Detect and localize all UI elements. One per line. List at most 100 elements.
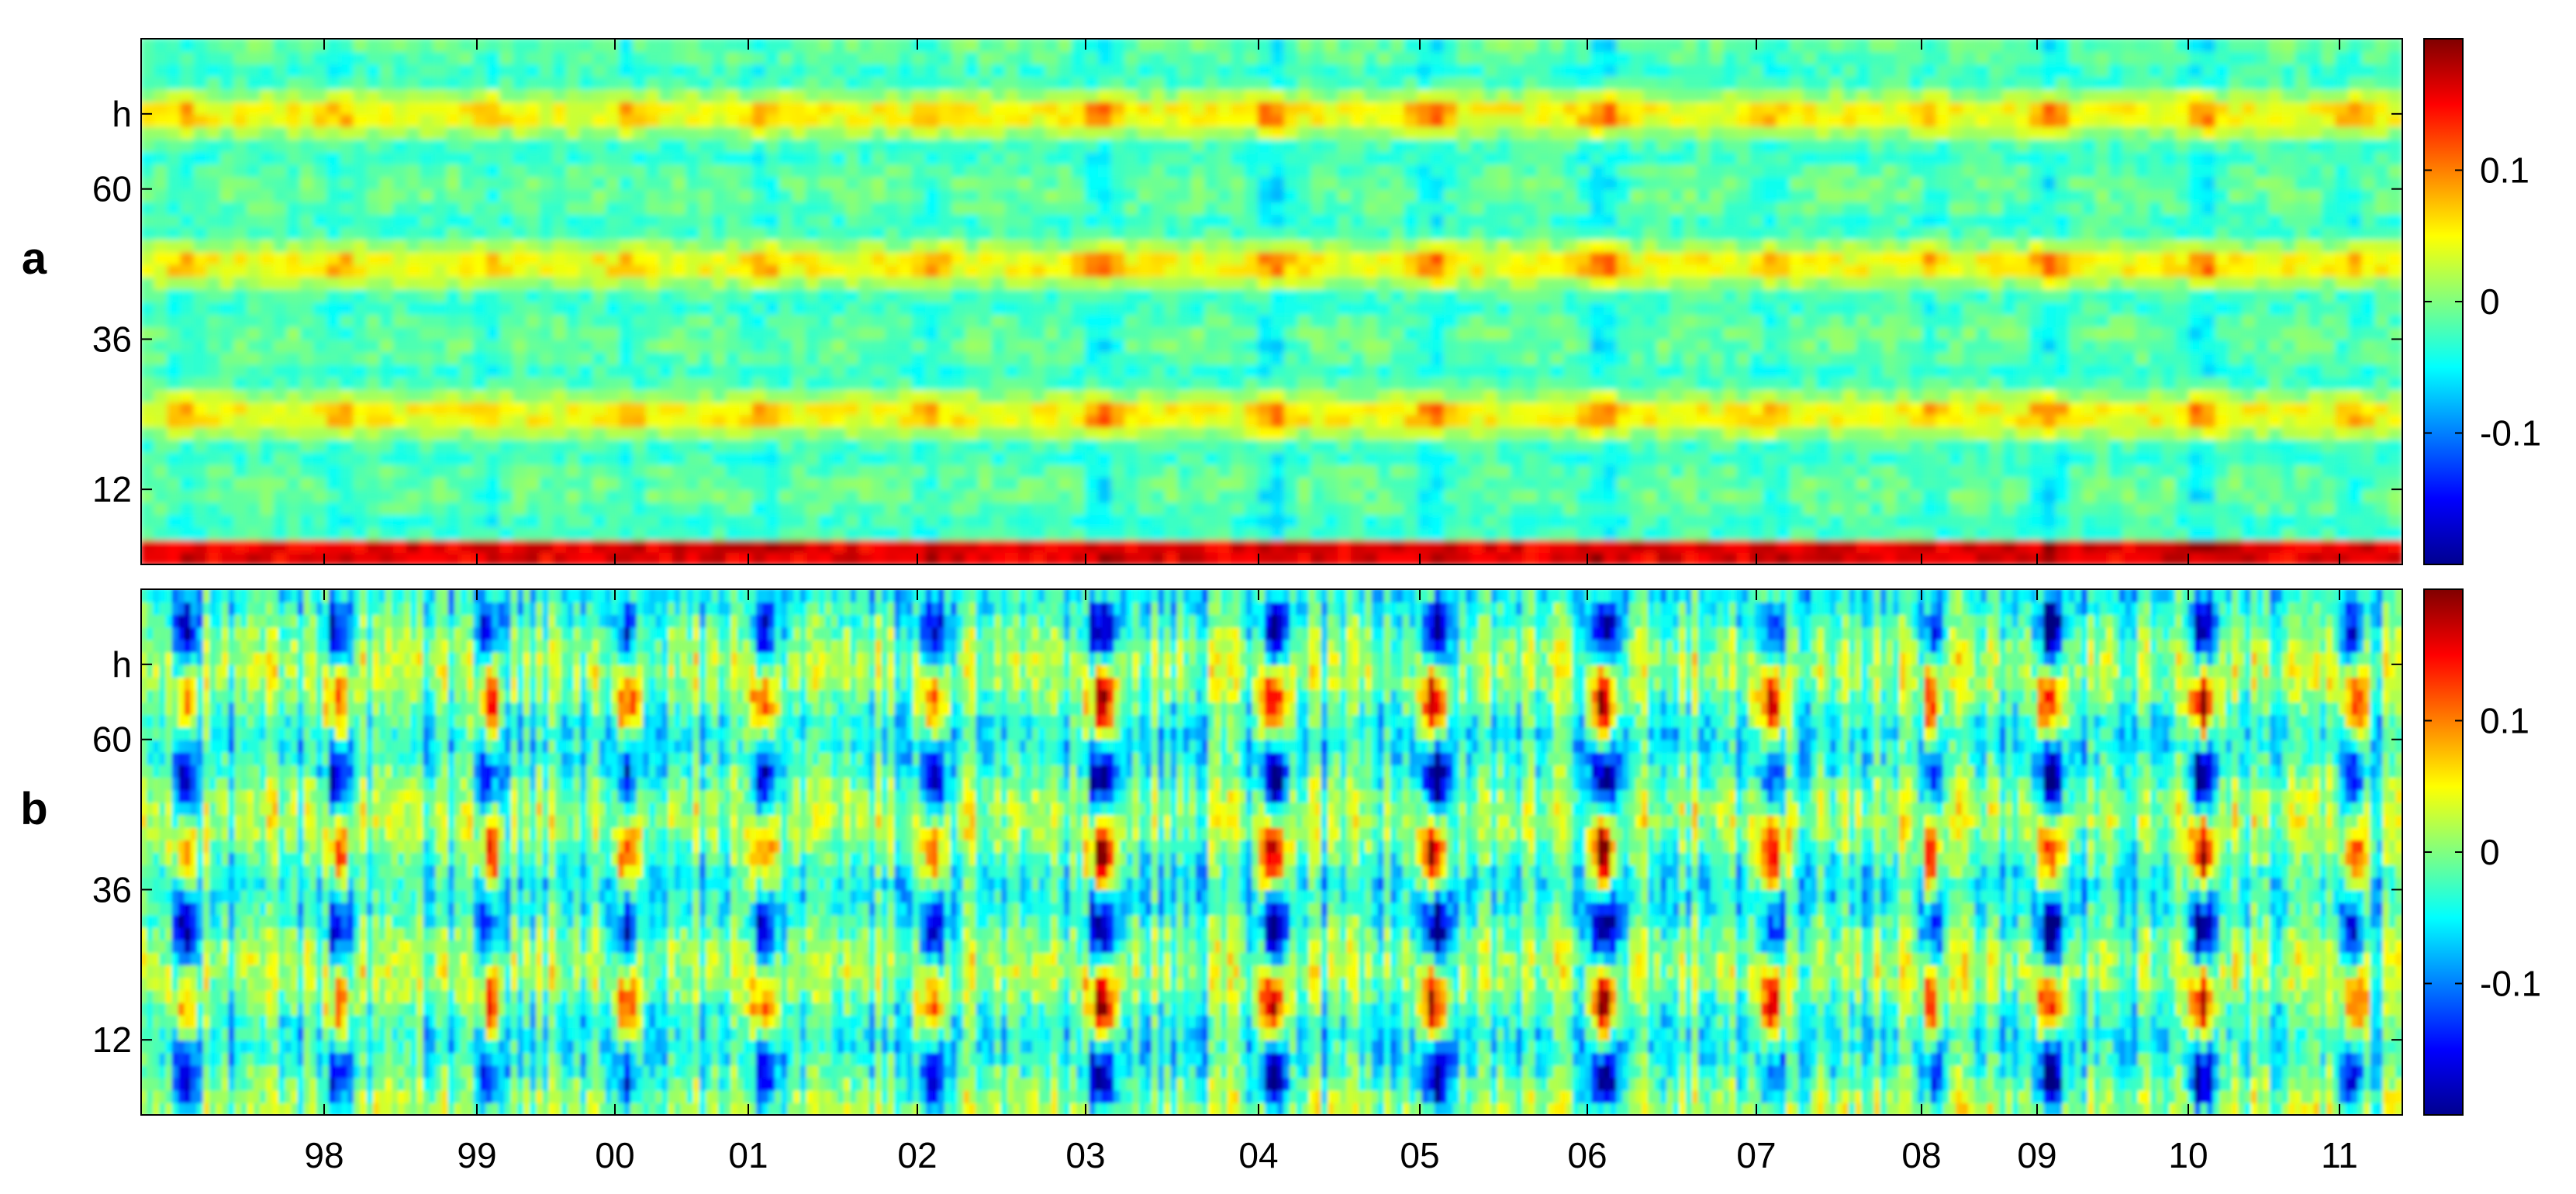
- heatmap-cell: [1643, 526, 1659, 540]
- heatmap-cell: [313, 150, 329, 165]
- heatmap-cell: [1616, 88, 1632, 102]
- heatmap-cell: [1630, 476, 1645, 491]
- heatmap-cell: [1390, 550, 1406, 564]
- heatmap-cell: [606, 438, 621, 453]
- heatmap-cell: [965, 450, 980, 465]
- heatmap-cell: [938, 426, 954, 440]
- heatmap-cell: [406, 39, 422, 53]
- heatmap-cell: [779, 450, 794, 465]
- heatmap-cell: [765, 401, 781, 416]
- heatmap-cell: [818, 226, 834, 240]
- heatmap-cell: [552, 150, 568, 165]
- heatmap-cell: [1696, 501, 1712, 516]
- heatmap-cell: [313, 126, 329, 140]
- heatmap-cell: [219, 326, 236, 340]
- heatmap-cell: [991, 100, 1007, 115]
- heatmap-cell: [472, 476, 488, 491]
- heatmap-cell: [1324, 488, 1339, 503]
- heatmap-cell: [406, 550, 422, 564]
- heatmap-cell: [1124, 250, 1140, 265]
- heatmap-cell: [925, 301, 941, 316]
- heatmap-cell: [619, 226, 634, 240]
- heatmap-cell: [1616, 476, 1632, 491]
- heatmap-cell: [1244, 426, 1259, 440]
- heatmap-cell: [579, 526, 595, 540]
- heatmap-cell: [1576, 538, 1592, 553]
- heatmap-cell: [1045, 226, 1060, 240]
- heatmap-cell: [313, 550, 329, 564]
- heatmap-cell: [1098, 150, 1114, 165]
- heatmap-cell: [340, 50, 355, 65]
- heatmap-cell: [1098, 75, 1114, 90]
- heatmap-cell: [1497, 238, 1512, 253]
- heatmap-cell: [526, 163, 541, 178]
- heatmap-cell: [193, 388, 209, 403]
- heatmap-cell: [233, 326, 249, 340]
- heatmap-cell: [1271, 288, 1286, 302]
- heatmap-cell: [180, 200, 195, 215]
- heatmap-cell: [805, 313, 820, 328]
- heatmap-cell: [260, 188, 275, 202]
- heatmap-cell: [1630, 188, 1645, 202]
- heatmap-cell: [1470, 326, 1486, 340]
- heatmap-cell: [565, 175, 582, 190]
- heatmap-cell: [1004, 213, 1020, 228]
- heatmap-cell: [792, 138, 807, 153]
- heatmap-cell: [1271, 226, 1286, 240]
- heatmap-cell: [1350, 288, 1366, 302]
- heatmap-cell: [1310, 75, 1326, 90]
- heatmap-cell: [1045, 126, 1060, 140]
- heatmap-cell: [193, 150, 209, 165]
- heatmap-cell: [1523, 188, 1539, 202]
- heatmap-cell: [1111, 275, 1127, 290]
- heatmap-cell: [1443, 501, 1459, 516]
- heatmap-cell: [446, 112, 461, 127]
- heatmap-cell: [552, 538, 568, 553]
- heatmap-cell: [1071, 163, 1086, 178]
- heatmap-cell: [260, 463, 275, 478]
- heatmap-cell: [1364, 175, 1380, 190]
- heatmap-cell: [831, 413, 848, 428]
- heatmap-cell: [206, 200, 222, 215]
- heatmap-cell: [1098, 50, 1114, 65]
- heatmap-cell: [219, 438, 236, 453]
- heatmap-cell: [1576, 100, 1592, 115]
- heatmap-cell: [299, 350, 315, 365]
- heatmap-cell: [606, 413, 621, 428]
- heatmap-cell: [1310, 438, 1326, 453]
- heatmap-cell: [1297, 401, 1313, 416]
- heatmap-cell: [951, 275, 967, 290]
- heatmap-cell: [858, 263, 874, 278]
- heatmap-cell: [1071, 100, 1086, 115]
- heatmap-cell: [1643, 126, 1659, 140]
- heatmap-cell: [752, 150, 768, 165]
- heatmap-cell: [579, 88, 595, 102]
- heatmap-cell: [340, 550, 355, 564]
- heatmap-cell: [872, 463, 887, 478]
- heatmap-cell: [299, 126, 315, 140]
- heatmap-cell: [685, 326, 701, 340]
- heatmap-cell: [1364, 513, 1380, 528]
- heatmap-cell: [1683, 338, 1698, 353]
- heatmap-cell: [1045, 50, 1060, 65]
- heatmap-cell: [845, 138, 861, 153]
- heatmap-cell: [1470, 538, 1486, 553]
- heatmap-cell: [1523, 550, 1539, 564]
- heatmap-cell: [1111, 388, 1127, 403]
- heatmap-cell: [1138, 288, 1153, 302]
- heatmap-cell: [1683, 550, 1698, 564]
- heatmap-cell: [779, 526, 794, 540]
- heatmap-cell: [1350, 250, 1366, 265]
- heatmap-cell: [1710, 350, 1725, 365]
- heatmap-cell: [1696, 526, 1712, 540]
- heatmap-cell: [978, 226, 993, 240]
- heatmap-cell: [965, 338, 980, 353]
- heatmap-cell: [1244, 275, 1259, 290]
- heatmap-cell: [1045, 275, 1060, 290]
- heatmap-cell: [1124, 238, 1140, 253]
- heatmap-cell: [1310, 476, 1326, 491]
- heatmap-cell: [1550, 275, 1566, 290]
- heatmap-cell: [1297, 326, 1313, 340]
- heatmap-cell: [858, 463, 874, 478]
- heatmap-cell: [1337, 50, 1352, 65]
